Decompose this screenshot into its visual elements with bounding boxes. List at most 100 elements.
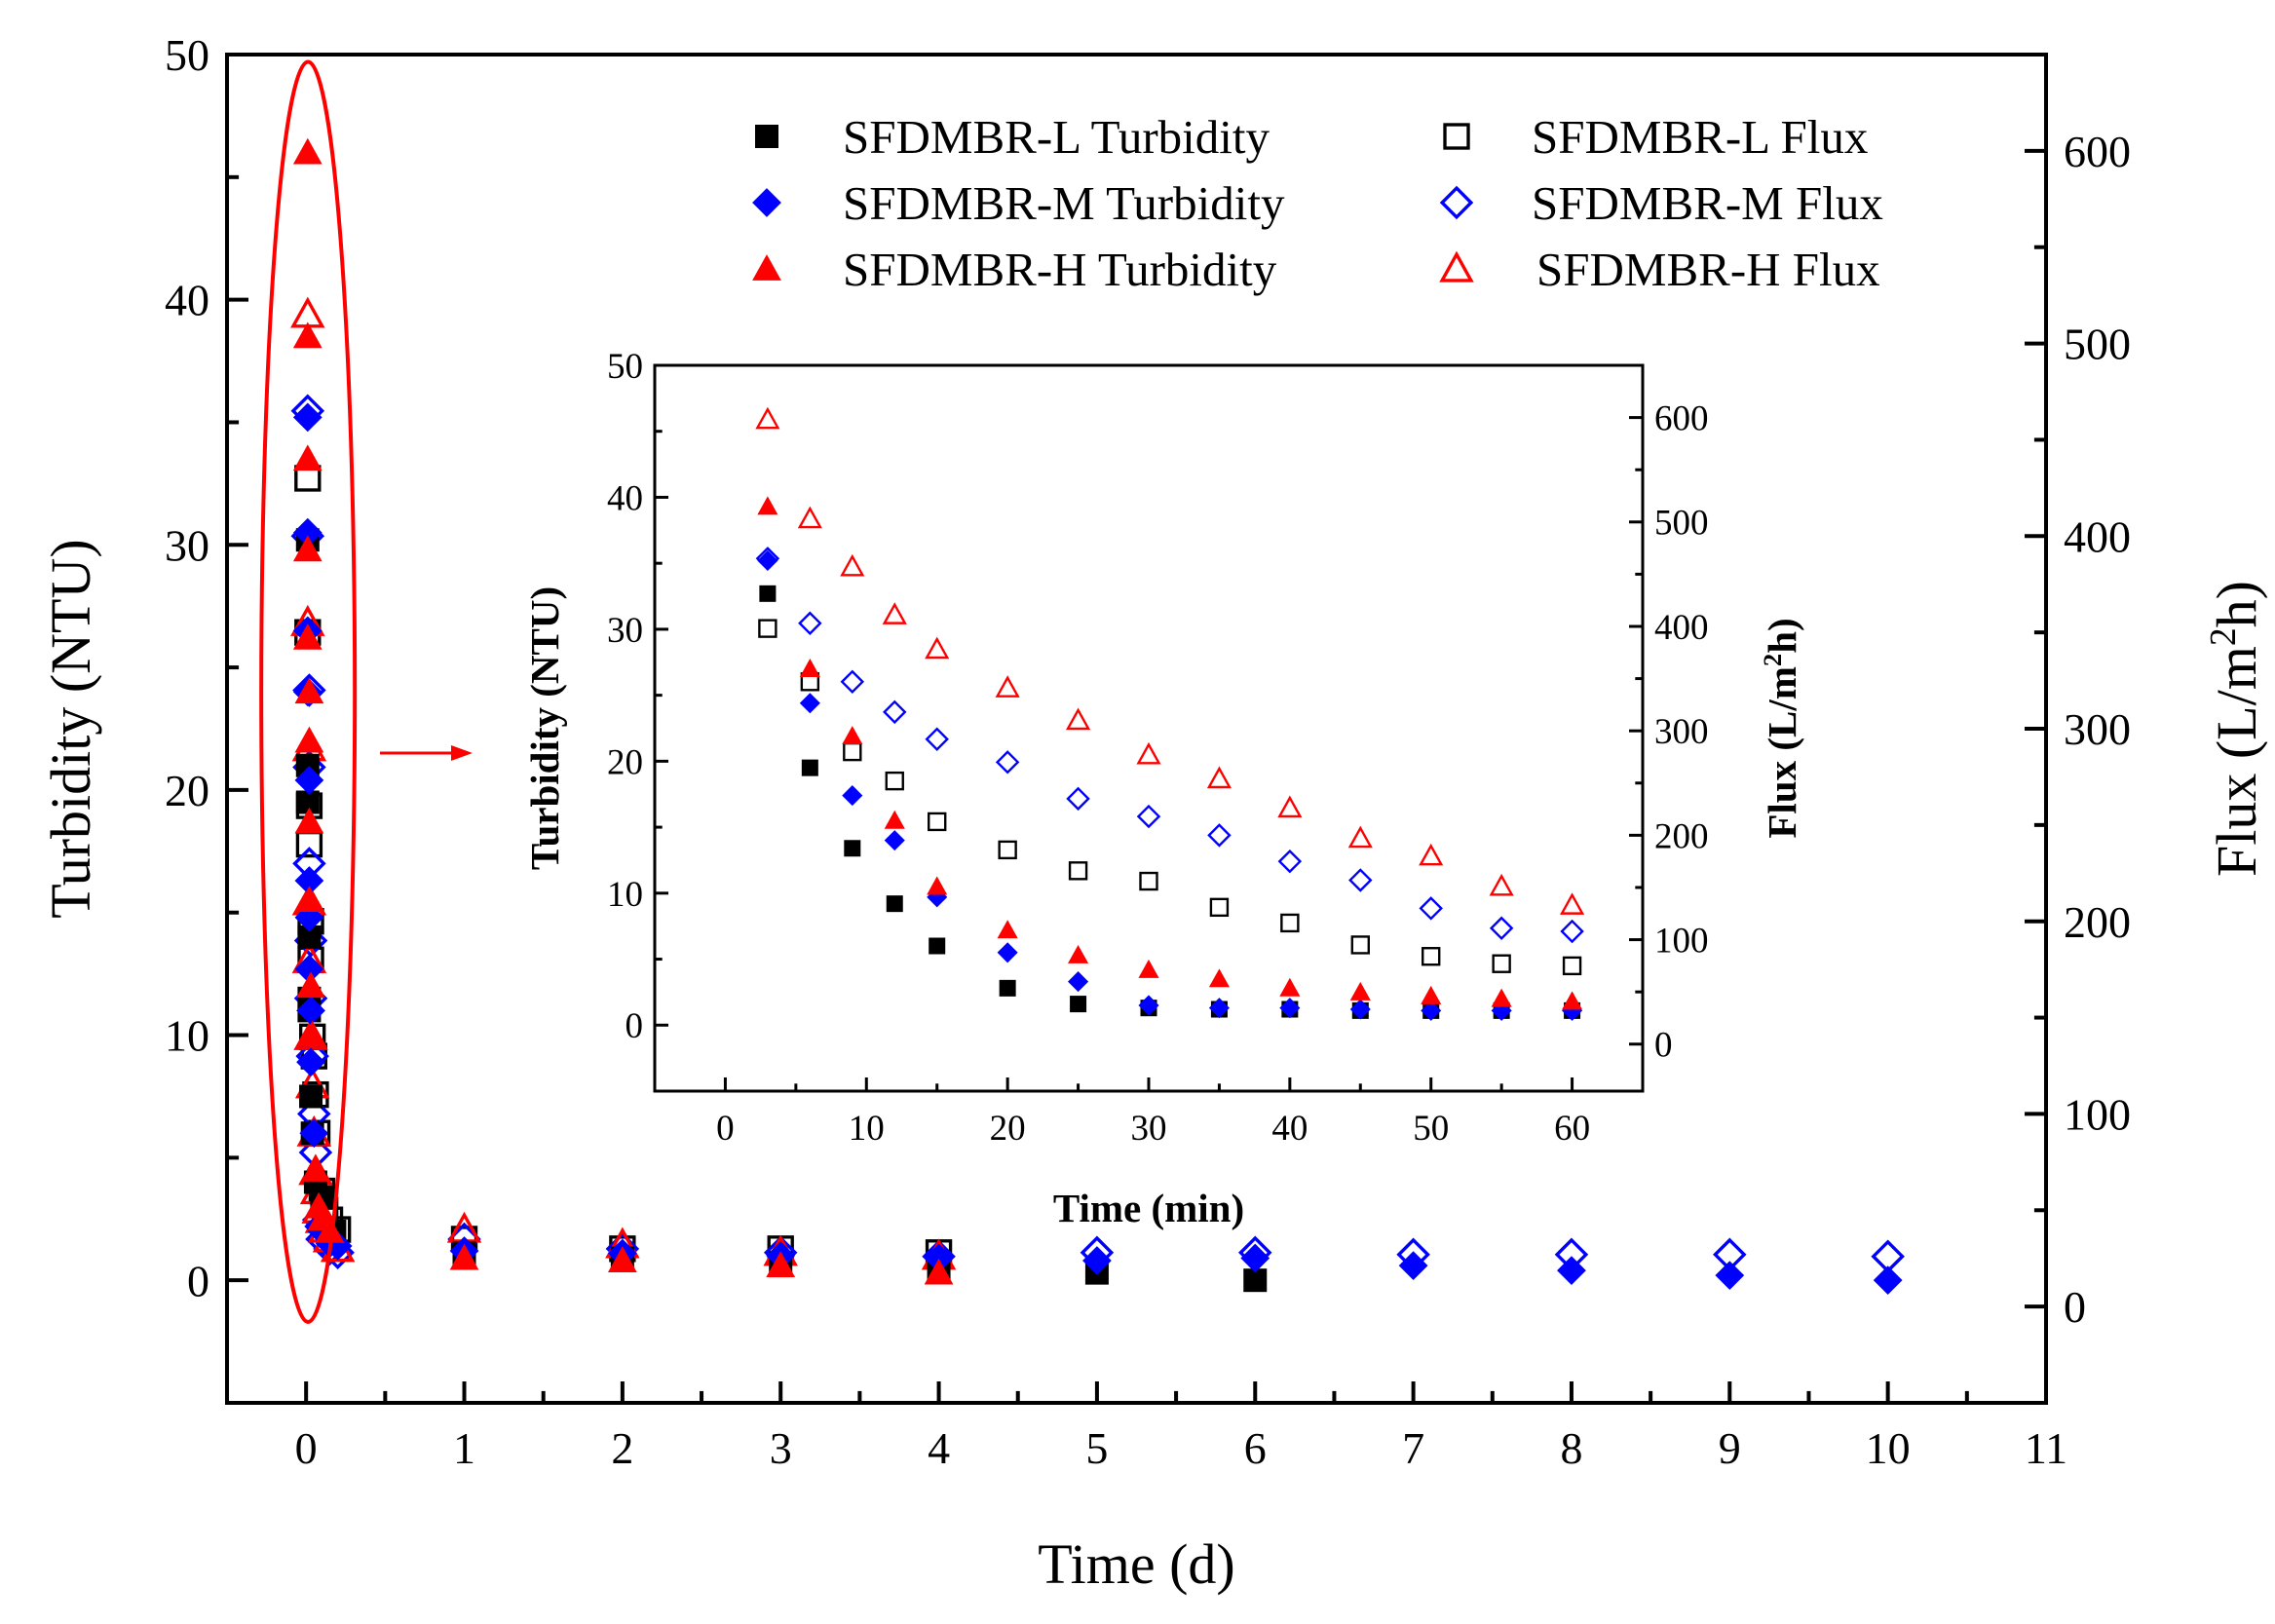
main-x-tick-label: 10 (1866, 1423, 1911, 1473)
main-data-point (294, 886, 324, 913)
legend: SFDMBR-L Turbidity SFDMBR-M Turbidity SFDM… (752, 110, 1883, 296)
inset-x-tick-label: 10 (849, 1109, 885, 1149)
legend-marker (1439, 250, 1474, 283)
main-x-tick-label: 3 (770, 1423, 792, 1473)
inset-y-left-tick-label: 10 (607, 875, 643, 915)
inset-data-point (995, 750, 1020, 774)
inset-data-point (799, 659, 820, 677)
main-data-point (1240, 1243, 1270, 1273)
main-data-point (292, 623, 322, 650)
main-y-right-tick-label: 600 (2064, 127, 2131, 176)
inset-data-point (1138, 995, 1159, 1016)
legend-entry: SFDMBR-M Flux (1439, 176, 1883, 230)
inset-y-right-tick-label: 500 (1654, 504, 1709, 544)
inset-data-point (925, 636, 950, 660)
main-data-point (301, 1155, 330, 1182)
inset-data-point (1208, 968, 1230, 988)
main-x-axis-title: Time (d) (1038, 1532, 1235, 1596)
main-x-tick-label: 7 (1402, 1423, 1424, 1473)
inset-data-point (1209, 897, 1230, 918)
inset-data-point (842, 785, 863, 807)
inset-data-point (1136, 804, 1161, 829)
inset-data-point (840, 669, 865, 695)
inset-data-point (842, 726, 863, 745)
main-x-tick-label: 2 (611, 1423, 633, 1473)
inset-data-point (1277, 795, 1303, 818)
inset-data-point (1280, 913, 1300, 933)
main-data-point (295, 790, 320, 814)
legend-label: SFDMBR-M Turbidity (843, 176, 1285, 230)
main-data-point (924, 1258, 954, 1285)
inset-data-point (928, 812, 947, 832)
inset-y-left-tick-label: 50 (607, 347, 643, 387)
legend-label: SFDMBR-L Flux (1532, 110, 1868, 164)
main-x-tick-label: 1 (453, 1423, 475, 1473)
main-data-point (295, 830, 323, 858)
inset-data-point (797, 506, 822, 529)
inset-data-point (840, 553, 865, 577)
inset-data-point (1206, 766, 1232, 789)
inset-data-point (1562, 991, 1583, 1010)
inset-data-point (1421, 1000, 1442, 1021)
legend-marker (755, 125, 778, 148)
inset-data-point (929, 937, 946, 955)
main-data-point (292, 402, 322, 433)
inset-data-point (798, 611, 822, 635)
main-data-point (296, 996, 325, 1026)
inset-y-right-tick-label: 300 (1654, 712, 1709, 752)
main-data-point (294, 807, 324, 834)
main-data-point (296, 1047, 325, 1077)
main-data-point (292, 517, 322, 548)
main-y-right-tick-label: 0 (2064, 1282, 2086, 1332)
main-data-point (766, 1251, 796, 1277)
inset-y-left-tick-label: 30 (607, 611, 643, 651)
legend-marker (1439, 185, 1474, 220)
legend-marker (1443, 123, 1470, 150)
legend-label: SFDMBR-L Turbidity (843, 110, 1270, 164)
inset-y-right-tick-label: 0 (1654, 1026, 1673, 1066)
main-y-left-tick-label: 20 (165, 766, 209, 815)
inset-data-point (1136, 741, 1161, 765)
main-y-left-axis-title: Turbidity (NTU) (39, 539, 102, 918)
inset-plot: 0 10 20 30 40 50 60010203040500100200300400500… (522, 347, 1804, 1230)
main-data-point (924, 1243, 954, 1273)
inset-data-point (1491, 988, 1512, 1007)
inset-data-point (997, 942, 1018, 963)
inset-data-point (997, 920, 1018, 939)
inset-y-left-tick-label: 0 (626, 1006, 644, 1046)
inset-data-point (757, 549, 778, 572)
main-data-point (297, 1020, 327, 1047)
main-data-point (304, 1191, 334, 1219)
inset-data-point (884, 810, 905, 829)
main-y-right-tick-label: 100 (2064, 1090, 2131, 1140)
inset-data-point (1349, 981, 1371, 1001)
main-data-point (449, 1243, 479, 1270)
inset-data-point (1489, 916, 1514, 940)
inset-series-4 (758, 619, 1582, 976)
main-y-left-tick-label: 50 (165, 30, 209, 80)
main-data-point (292, 137, 322, 165)
legend-entry: SFDMBR-H Flux (1439, 243, 1880, 296)
main-y-left-tick-label: 30 (165, 520, 209, 570)
inset-data-point (927, 876, 948, 895)
inset-data-point (998, 840, 1017, 860)
main-x-tick-label: 6 (1244, 1423, 1267, 1473)
inset-y-left-axis-title: Turbidity (NTU) (522, 586, 567, 870)
inset-data-point (1068, 861, 1088, 881)
main-data-point (292, 535, 322, 562)
inset-data-point (1207, 823, 1232, 848)
legend-label: SFDMBR-M Flux (1532, 176, 1883, 230)
main-y-left-tick-label: 0 (187, 1256, 209, 1305)
inset-y-right-axis-title: Flux (L/m2h) (1758, 618, 1804, 838)
inset-x-tick-label: 50 (1413, 1109, 1449, 1149)
main-x-tick-label: 11 (2025, 1423, 2067, 1473)
inset-y-left-tick-label: 20 (607, 742, 643, 782)
main-y-right-tick-label: 500 (2064, 320, 2131, 369)
inset-data-point (995, 675, 1020, 698)
inset-data-point (801, 759, 818, 776)
main-data-point (292, 444, 322, 472)
inset-y-left-tick-label: 40 (607, 478, 643, 518)
inset-data-point (1560, 919, 1584, 944)
inset-data-point (1422, 947, 1441, 966)
